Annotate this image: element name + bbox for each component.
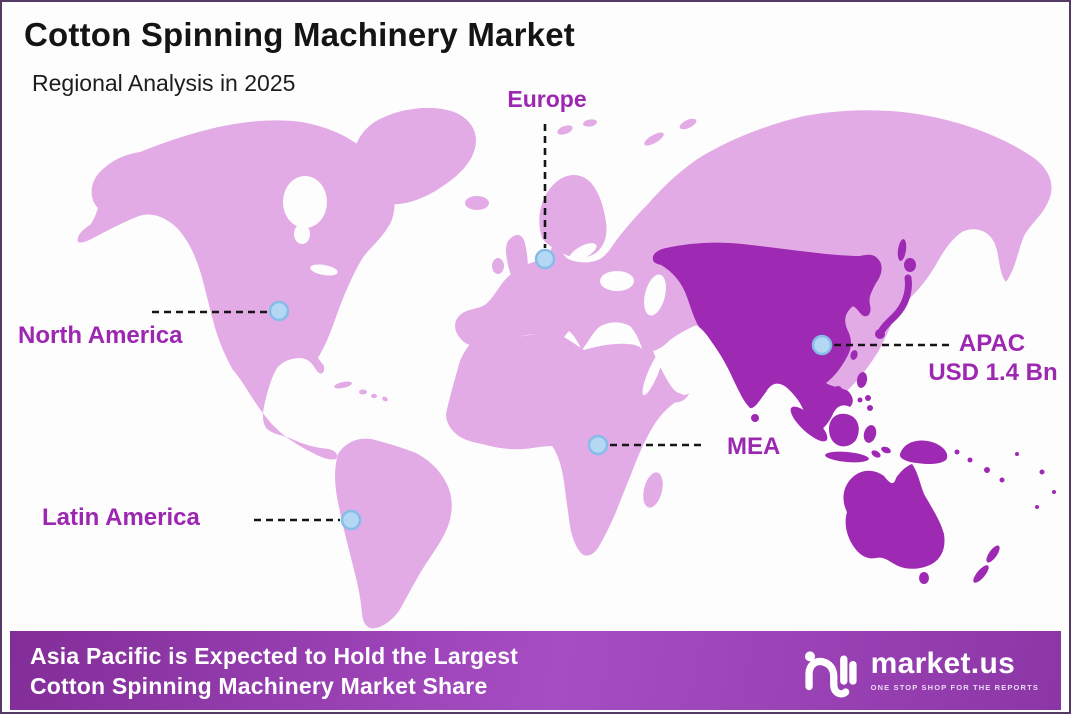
java bbox=[825, 451, 869, 463]
indonesia bbox=[790, 406, 948, 464]
red-sea bbox=[642, 350, 664, 396]
region-label-north-america: North America bbox=[18, 322, 183, 349]
continent-north-america bbox=[77, 120, 395, 460]
region-label-europe: Europe bbox=[507, 86, 587, 112]
dark-landmasses bbox=[652, 239, 1056, 584]
iceland bbox=[465, 196, 489, 210]
marketus-swirl-icon bbox=[804, 650, 857, 697]
region-value-apac: USD 1.4 Bn bbox=[928, 359, 1058, 386]
page-subtitle: Regional Analysis in 2025 bbox=[32, 70, 296, 96]
sumatra bbox=[790, 406, 828, 442]
sulawesi bbox=[863, 425, 877, 443]
tasmania bbox=[919, 572, 929, 584]
continent-south-america bbox=[335, 438, 452, 629]
region-label-latin-america: Latin America bbox=[42, 504, 200, 531]
banner-headline: Asia Pacific is Expected to Hold the Lar… bbox=[30, 641, 518, 701]
continent-africa bbox=[446, 333, 686, 556]
madagascar bbox=[643, 472, 663, 508]
hainan bbox=[834, 386, 842, 394]
banner-line-1: Asia Pacific is Expected to Hold the Lar… bbox=[30, 642, 519, 669]
map-marker-mea bbox=[587, 434, 609, 456]
new-guinea bbox=[899, 440, 948, 464]
baltic-sea bbox=[569, 243, 597, 261]
taiwan bbox=[850, 350, 858, 360]
northern-islands bbox=[557, 118, 697, 146]
logo-wordmark: market.us bbox=[870, 647, 1016, 680]
japan bbox=[875, 258, 916, 339]
caspian-sea bbox=[644, 274, 666, 316]
logo-text-block: market.us ONE STOP SHOP FOR THE REPORTS bbox=[870, 647, 1039, 693]
logo-tagline: ONE STOP SHOP FOR THE REPORTS bbox=[870, 683, 1039, 692]
greenland bbox=[352, 107, 476, 205]
marketus-logo: market.us ONE STOP SHOP FOR THE REPORTS bbox=[799, 639, 1039, 703]
region-apac-mainland bbox=[652, 242, 882, 432]
new-zealand bbox=[973, 545, 1000, 583]
black-sea bbox=[600, 271, 634, 291]
ireland bbox=[492, 258, 504, 274]
arctic-islands bbox=[232, 123, 357, 189]
bottom-banner: Asia Pacific is Expected to Hold the Lar… bbox=[10, 631, 1061, 710]
sakhalin bbox=[897, 239, 907, 261]
map-marker-europe bbox=[534, 248, 556, 270]
inland-seas bbox=[283, 176, 842, 417]
scandinavia bbox=[539, 175, 607, 258]
united-kingdom bbox=[506, 234, 528, 284]
page-title: Cotton Spinning Machinery Market bbox=[24, 16, 575, 53]
map-markers bbox=[268, 248, 833, 531]
map-marker-north-america bbox=[268, 300, 290, 322]
pacific-islands bbox=[954, 449, 1056, 509]
map-marker-apac bbox=[811, 334, 833, 356]
australia bbox=[843, 464, 945, 569]
borneo bbox=[828, 413, 859, 447]
james-bay bbox=[294, 224, 310, 244]
map-marker-latin-america bbox=[340, 509, 362, 531]
region-label-mea: MEA bbox=[727, 433, 781, 460]
great-lakes bbox=[310, 264, 338, 276]
leader-lines bbox=[152, 124, 950, 522]
banner-line-2: Cotton Spinning Machinery Market Share bbox=[30, 672, 488, 699]
caribbean-islands bbox=[334, 381, 388, 402]
sri-lanka bbox=[751, 414, 759, 422]
region-label-apac: APAC bbox=[958, 330, 1026, 357]
persian-gulf bbox=[660, 345, 676, 357]
philippines bbox=[856, 372, 873, 411]
hudson-bay bbox=[283, 176, 327, 228]
